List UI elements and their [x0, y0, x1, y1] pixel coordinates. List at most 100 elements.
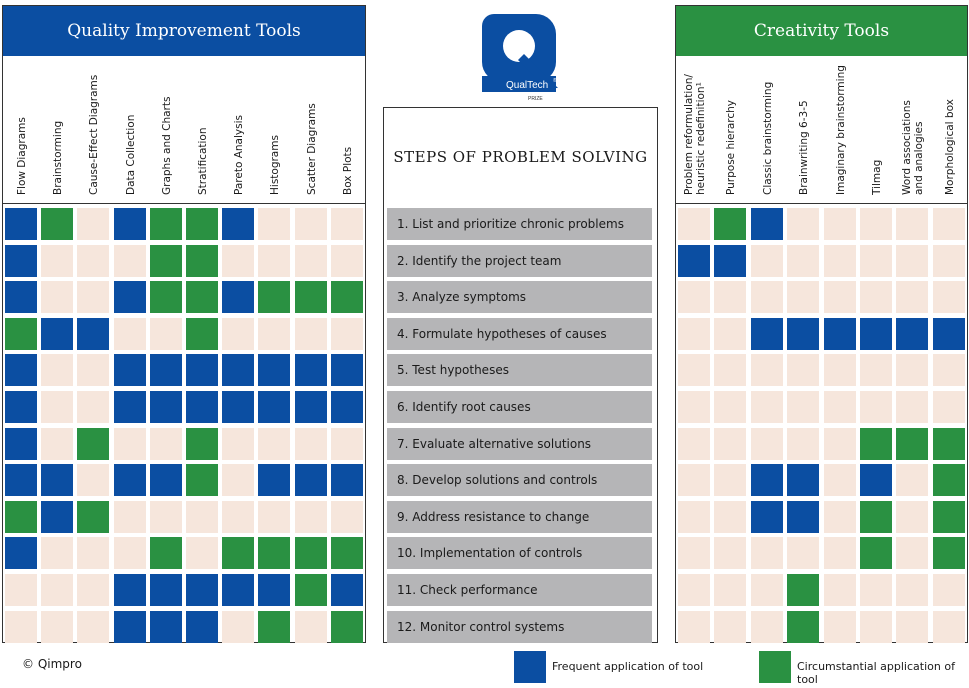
quality-cell-circumstantial: [222, 537, 255, 570]
quality-cell-empty: [330, 427, 363, 460]
quality-cell-circumstantial: [149, 208, 182, 240]
creativity-cell-empty: [714, 500, 747, 533]
quality-tools-title: Quality Improvement Tools: [3, 6, 365, 56]
creativity-cell-empty: [823, 354, 856, 387]
logo-name: QualTech: [506, 80, 548, 91]
quality-tools-column-headers: Flow Diagrams Brainstorming Cause-Effect D…: [3, 58, 365, 204]
creativity-cell-empty: [787, 537, 820, 570]
creativity-cell-empty: [896, 464, 929, 497]
copyright: © Qimpro: [22, 657, 82, 671]
creativity-cell-frequent: [678, 244, 710, 277]
creativity-cell-circumstantial: [714, 208, 747, 240]
quality-cell-frequent: [5, 354, 37, 387]
creativity-cell-frequent: [787, 464, 820, 497]
quality-cell-empty: [258, 317, 291, 350]
creativity-cell-circumstantial: [860, 427, 892, 460]
creativity-cell-empty: [896, 537, 929, 570]
creativity-cell-frequent: [750, 208, 783, 240]
creativity-cell-empty: [750, 354, 783, 387]
creativity-cell-empty: [823, 281, 856, 314]
step-item: 7. Evaluate alternative solutions: [387, 427, 652, 460]
creativity-column-header: Classic brainstorming: [761, 81, 774, 195]
creativity-cell-empty: [860, 208, 892, 240]
quality-cell-frequent: [222, 574, 255, 606]
legend-circumstantial-label: Circumstantial application of tool: [797, 660, 955, 686]
quality-cell-empty: [113, 244, 146, 277]
creativity-cell-empty: [750, 427, 783, 460]
quality-cell-frequent: [5, 537, 37, 570]
legend-frequent-swatch: [514, 651, 546, 683]
quality-cell-empty: [113, 500, 146, 533]
quality-column-header: Box Plots: [341, 146, 354, 195]
step-item: 12. Monitor control systems: [387, 610, 652, 643]
quality-cell-frequent: [258, 574, 291, 606]
creativity-cell-empty: [714, 317, 747, 350]
quality-cell-empty: [77, 537, 110, 570]
quality-cell-empty: [294, 500, 327, 533]
creativity-cell-empty: [823, 610, 856, 643]
quality-cell-circumstantial: [77, 500, 110, 533]
creativity-cell-empty: [750, 537, 783, 570]
steps-title: STEPS OF PROBLEM SOLVING: [393, 148, 648, 166]
creativity-cell-empty: [823, 244, 856, 277]
creativity-cell-empty: [932, 610, 965, 643]
creativity-cell-empty: [896, 610, 929, 643]
creativity-cell-empty: [860, 281, 892, 314]
creativity-cell-frequent: [750, 464, 783, 497]
creativity-cell-empty: [750, 391, 783, 423]
quality-cell-circumstantial: [258, 610, 291, 643]
quality-cell-frequent: [41, 317, 74, 350]
quality-cell-circumstantial: [186, 281, 218, 314]
quality-cell-circumstantial: [41, 208, 74, 240]
quality-cell-circumstantial: [330, 610, 363, 643]
quality-cell-frequent: [41, 464, 74, 497]
creativity-cell-empty: [678, 610, 710, 643]
step-item: 3. Analyze symptoms: [387, 281, 652, 314]
quality-cell-circumstantial: [5, 317, 37, 350]
creativity-cell-empty: [714, 427, 747, 460]
creativity-cell-circumstantial: [932, 500, 965, 533]
creativity-cell-empty: [896, 500, 929, 533]
creativity-cell-empty: [896, 354, 929, 387]
quality-cell-circumstantial: [186, 317, 218, 350]
quality-cell-frequent: [149, 610, 182, 643]
quality-column-header: Histograms: [269, 135, 282, 195]
quality-cell-frequent: [113, 391, 146, 423]
creativity-cell-empty: [678, 354, 710, 387]
quality-cell-frequent: [113, 610, 146, 643]
creativity-tools-title: Creativity Tools: [676, 6, 967, 56]
quality-cell-empty: [294, 610, 327, 643]
creativity-column-header: Morphological box: [943, 99, 956, 195]
creativity-cell-circumstantial: [896, 427, 929, 460]
creativity-cell-frequent: [787, 500, 820, 533]
quality-cell-frequent: [149, 391, 182, 423]
quality-cell-empty: [77, 208, 110, 240]
creativity-cell-empty: [714, 391, 747, 423]
quality-cell-frequent: [330, 391, 363, 423]
legend-circumstantial-swatch: [759, 651, 791, 683]
creativity-cell-empty: [678, 281, 710, 314]
quality-cell-empty: [222, 244, 255, 277]
creativity-column-header: Imaginary brainstorming: [834, 65, 847, 195]
creativity-cell-empty: [787, 391, 820, 423]
legend-frequent-label: Frequent application of tool: [552, 660, 704, 673]
quality-cell-circumstantial: [149, 537, 182, 570]
quality-cell-empty: [113, 427, 146, 460]
quality-cell-circumstantial: [294, 574, 327, 606]
creativity-cell-frequent: [860, 464, 892, 497]
creativity-cell-empty: [860, 574, 892, 606]
quality-cell-frequent: [186, 610, 218, 643]
creativity-column-header: Problem reformulation/ heuristic redefin…: [683, 74, 707, 195]
quality-cell-empty: [41, 281, 74, 314]
creativity-cell-circumstantial: [932, 464, 965, 497]
quality-cell-empty: [258, 208, 291, 240]
quality-cell-empty: [186, 500, 218, 533]
creativity-cell-empty: [932, 244, 965, 277]
quality-column-header: Pareto Analysis: [233, 115, 246, 195]
quality-cell-empty: [113, 317, 146, 350]
creativity-cell-empty: [678, 574, 710, 606]
quality-column-header: Data Collection: [124, 114, 137, 195]
quality-cell-empty: [77, 244, 110, 277]
quality-cell-frequent: [113, 354, 146, 387]
quality-cell-circumstantial: [186, 208, 218, 240]
